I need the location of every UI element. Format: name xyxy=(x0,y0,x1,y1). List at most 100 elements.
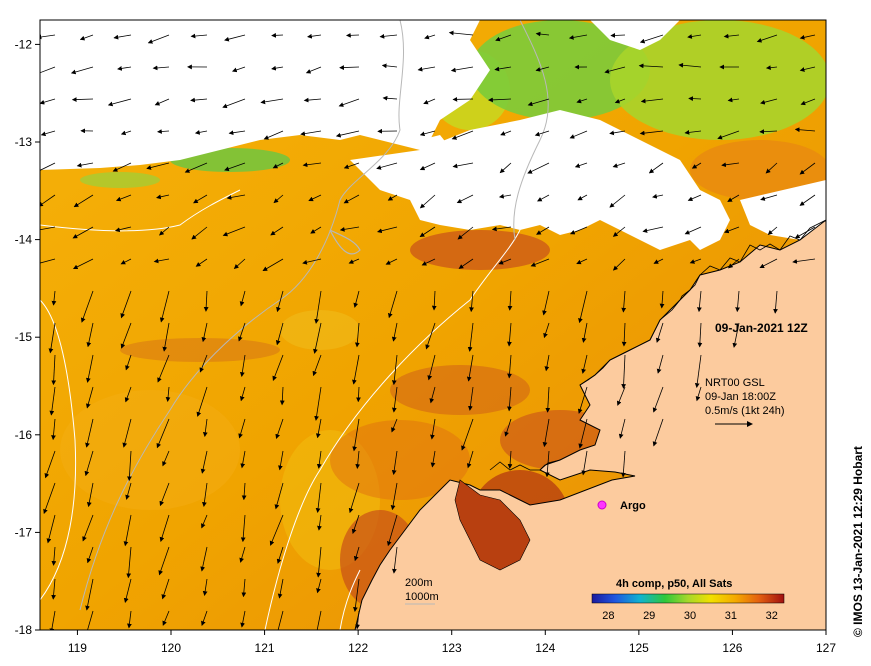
lat-tick-label: -17 xyxy=(15,525,33,539)
current-vector xyxy=(339,226,360,232)
current-vector xyxy=(127,450,132,482)
current-vector xyxy=(773,290,778,314)
current-vector xyxy=(765,162,778,174)
current-vector xyxy=(113,34,132,40)
current-vector xyxy=(157,354,170,383)
colorbar-tick-label: 29 xyxy=(643,610,655,622)
current-vector xyxy=(728,258,740,269)
current-vector xyxy=(277,610,284,630)
current-vector xyxy=(507,322,512,347)
current-vector xyxy=(723,33,740,39)
current-vector xyxy=(312,354,322,377)
current-vector xyxy=(352,354,360,385)
current-vector xyxy=(655,322,664,343)
current-vector xyxy=(222,226,246,237)
lat-axis: -12 -13 -14 -15 -16 -17 -18 xyxy=(15,37,40,637)
current-vector xyxy=(767,226,778,235)
current-vector xyxy=(51,290,57,306)
current-vector xyxy=(73,194,94,208)
current-vector xyxy=(124,386,132,403)
colorbar: 4h comp, p50, All Sats 28 29 30 31 32 xyxy=(591,578,785,622)
current-vector xyxy=(452,162,474,169)
current-vector xyxy=(162,610,170,626)
colorbar-tick-label: 28 xyxy=(602,610,614,622)
lon-tick-label: 126 xyxy=(722,641,742,655)
current-vector xyxy=(190,97,208,103)
date-label: 09-Jan-2021 12Z xyxy=(715,321,808,335)
current-vector xyxy=(314,290,322,324)
current-vector xyxy=(569,130,588,139)
current-vector xyxy=(429,386,436,404)
current-vector xyxy=(51,418,56,441)
credit-text: © IMOS 13-Jan-2021 12:29 Hobart xyxy=(851,446,865,637)
current-vector xyxy=(316,450,322,469)
current-vector xyxy=(620,450,626,478)
current-vector xyxy=(581,322,588,343)
current-vector xyxy=(157,129,170,134)
current-vector xyxy=(201,514,208,529)
current-vector xyxy=(527,98,550,107)
current-vector xyxy=(303,97,322,103)
current-vector xyxy=(153,258,170,264)
current-vector xyxy=(202,482,208,507)
current-vector xyxy=(316,578,322,594)
current-vector xyxy=(159,226,170,236)
current-vector xyxy=(495,34,512,42)
colorbar-gradient xyxy=(591,593,785,604)
current-vector xyxy=(40,194,56,207)
current-vector xyxy=(387,290,398,319)
current-vector xyxy=(800,98,816,106)
current-vector xyxy=(317,514,322,531)
current-vector xyxy=(536,226,550,235)
current-vector xyxy=(40,258,56,264)
current-vector xyxy=(448,30,474,36)
current-vector xyxy=(314,386,322,421)
current-vector xyxy=(201,322,208,343)
current-vector xyxy=(618,418,626,439)
current-vector xyxy=(659,290,665,309)
current-vector xyxy=(697,322,703,348)
current-vector xyxy=(760,98,778,105)
current-vector xyxy=(162,322,170,352)
current-vector xyxy=(468,386,474,411)
current-vector xyxy=(534,130,550,137)
current-vector xyxy=(351,514,360,534)
current-vector xyxy=(159,514,170,542)
current-vector xyxy=(355,450,361,469)
current-vector xyxy=(238,322,246,342)
current-vector xyxy=(195,258,208,267)
current-vector xyxy=(190,33,208,39)
depth-label-1000: 1000m xyxy=(405,591,439,603)
current-vector xyxy=(421,258,436,266)
current-vector xyxy=(316,546,322,578)
current-vector xyxy=(424,34,436,40)
current-vector xyxy=(271,32,284,38)
current-vector xyxy=(387,194,398,201)
current-vector xyxy=(356,386,361,403)
current-vector xyxy=(612,226,626,237)
current-vector xyxy=(392,546,398,574)
current-vector xyxy=(338,98,360,107)
current-vector xyxy=(451,130,474,140)
current-vector xyxy=(85,354,94,383)
current-vector xyxy=(71,97,94,102)
current-vector xyxy=(652,386,664,413)
current-vector xyxy=(238,418,246,439)
current-vector xyxy=(85,418,94,448)
current-vector xyxy=(544,450,550,478)
current-vector xyxy=(653,258,664,264)
lon-tick-label: 123 xyxy=(442,641,462,655)
current-vector xyxy=(535,66,550,72)
current-vector xyxy=(419,194,436,209)
current-vector xyxy=(46,514,56,544)
current-vector xyxy=(273,194,284,204)
current-vector xyxy=(377,226,398,234)
lat-tick-label: -13 xyxy=(15,135,33,149)
current-vector xyxy=(271,65,284,71)
plot-frame xyxy=(39,19,827,631)
current-vector xyxy=(127,610,132,629)
current-vector xyxy=(348,258,360,264)
current-vector xyxy=(756,34,778,43)
current-vector xyxy=(224,34,246,42)
